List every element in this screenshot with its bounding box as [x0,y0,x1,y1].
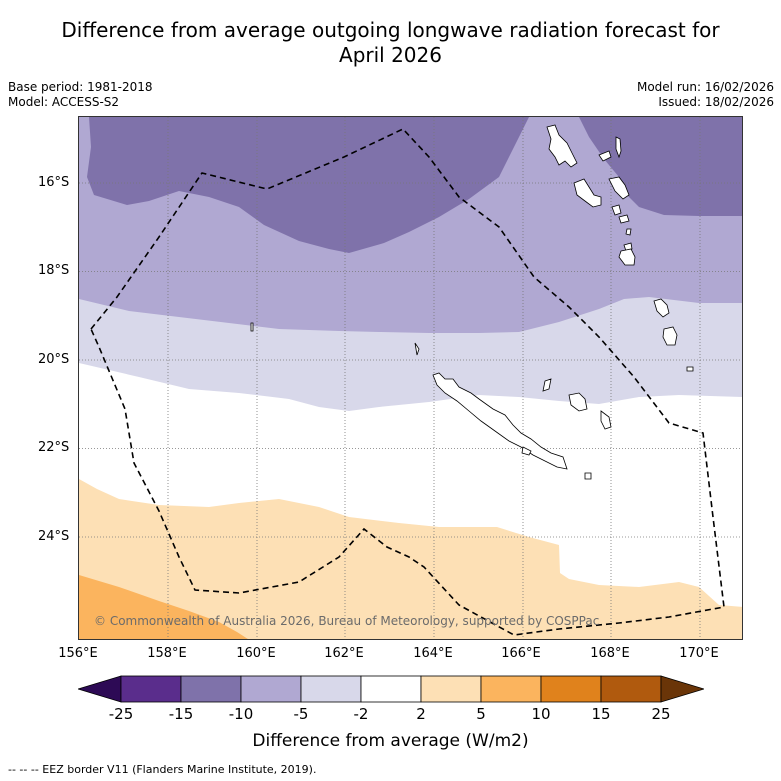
colorbar-cell-2 [180,675,242,703]
title-line-1: Difference from average outgoing longwav… [61,18,720,42]
meta-right: Model run: 16/02/2026 Issued: 18/02/2026 [637,80,774,110]
title-line-2: April 2026 [339,43,442,67]
colorbar-cell-5 [360,675,422,703]
map-svg [79,117,742,639]
colorbar-tick-15: 15 [591,705,611,723]
chart-title: Difference from average outgoing longwav… [0,18,781,68]
colorbar-tick-2: 2 [416,705,426,723]
model-name: Model: ACCESS-S2 [8,95,120,109]
colorbar-cell-4 [300,675,362,703]
lon-label-170e: 170°E [679,646,719,661]
lon-label-158e: 158°E [147,646,187,661]
lon-label-166e: 166°E [501,646,541,661]
lon-label-168e: 168°E [590,646,630,661]
vanuatu-islands [546,124,694,372]
colorbar-tick-5: 5 [476,705,486,723]
graticule [79,117,742,639]
lat-label-16s: 16°S [38,175,70,190]
copyright-notice: © Commonwealth of Australia 2026, Bureau… [94,614,600,628]
colorbar-cell-8 [540,675,602,703]
colorbar [78,675,704,703]
colorbar-tick-minus5: -5 [293,705,309,723]
colorbar-tick-25: 25 [651,705,671,723]
colorbar-tick-minus25: -25 [108,705,134,723]
colorbar-cell-9 [600,675,662,703]
eez-border [90,128,725,636]
lat-label-18s: 18°S [38,263,70,278]
band-plus2-to-plus5 [79,479,742,639]
new-caledonia [414,342,612,480]
lon-label-164e: 164°E [413,646,453,661]
lat-label-24s: 24°S [38,529,70,544]
colorbar-tick-minus15: -15 [168,705,194,723]
colorbar-cell-6 [420,675,482,703]
lat-label-22s: 22°S [38,440,70,455]
band-plus5-to-plus10 [79,575,248,639]
model-run: Model run: 16/02/2026 [636,80,774,94]
colorbar-cell-7 [480,675,542,703]
chesterfield-island [250,322,254,332]
meta-left: Base period: 1981-2018 Model: ACCESS-S2 [8,80,153,110]
colorbar-title: Difference from average (W/m2) [252,731,529,751]
colorbar-cell-3 [240,675,302,703]
lon-label-162e: 162°E [324,646,364,661]
map-panel[interactable] [78,116,743,640]
colorbar-cell-1 [120,675,182,703]
colorbar-tick-minus2: -2 [353,705,369,723]
issued-date: Issued: 18/02/2026 [658,95,774,109]
colorbar-tick-minus10: -10 [228,705,254,723]
band-minus15-to-minus10 [79,117,529,253]
colorbar-tick-10: 10 [531,705,551,723]
base-period: Base period: 1981-2018 [8,80,153,94]
lon-label-156e: 156°E [58,646,98,661]
lon-label-160e: 160°E [236,646,276,661]
colorbar-cell-0 [78,675,122,703]
eez-legend-note: -- -- -- EEZ border V11 (Flanders Marine… [8,763,317,776]
lat-label-20s: 20°S [38,352,70,367]
colorbar-cell-10 [660,675,704,703]
